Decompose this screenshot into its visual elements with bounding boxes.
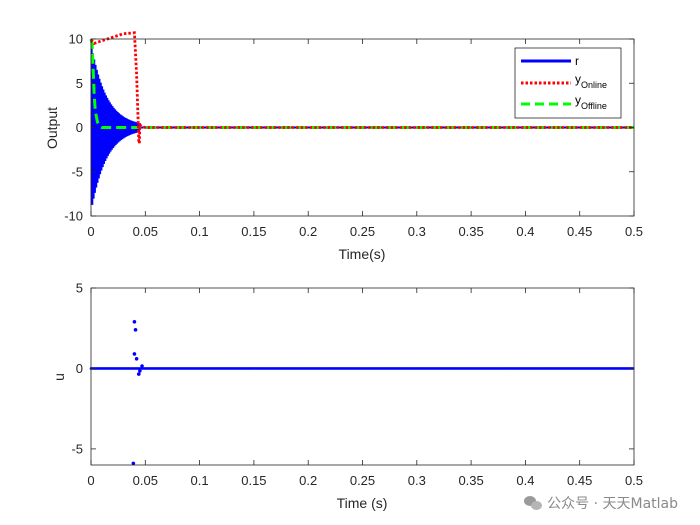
x-tick-label: 0.5: [625, 473, 643, 488]
legend-label-y-online: yOnline: [575, 72, 607, 90]
watermark-text: 公众号 · 天天Matlab: [547, 496, 678, 512]
x-tick-label: 0.3: [408, 224, 426, 239]
x-tick-label: 0.5: [625, 224, 643, 239]
x-tick-label: 0.1: [191, 473, 209, 488]
y-tick-label: 10: [69, 32, 83, 47]
u-ylabel: u: [51, 373, 67, 381]
y-tick-label: -10: [64, 209, 83, 224]
x-tick-label: 0.3: [408, 473, 426, 488]
legend-label-r: r: [575, 54, 579, 68]
legend-label-y-offline: yOffline: [575, 93, 607, 111]
y-tick-label: 0: [76, 120, 83, 135]
y-tick-label: 5: [76, 281, 83, 296]
x-tick-label: 0.05: [133, 224, 158, 239]
output-xlabel: Time(s): [339, 246, 386, 262]
x-tick-label: 0.45: [567, 473, 592, 488]
u-spike-point: [131, 461, 136, 466]
x-tick-label: 0.15: [241, 473, 266, 488]
u-axes: 0 0.05 0.1 0.15 0.2 0.25 0.3 0.35 0.4 0.45 0.5 5 0 -5…: [51, 281, 643, 512]
u-spike-point: [136, 372, 141, 376]
y-tick-label: -5: [71, 441, 83, 456]
u-spike-point: [133, 328, 138, 332]
u-spike-point: [140, 364, 144, 368]
series-line-r: [90, 46, 634, 205]
y-tick-label: 0: [76, 361, 83, 376]
x-tick-label: 0: [87, 224, 94, 239]
u-xlabel: Time (s): [337, 495, 388, 511]
x-tick-label: 0.05: [133, 473, 158, 488]
output-ylabel: Output: [44, 107, 60, 149]
x-tick-label: 0.35: [458, 224, 483, 239]
x-tick-label: 0.25: [350, 224, 375, 239]
legend: r yOnline yOffline: [514, 47, 622, 119]
u-spike-point: [132, 319, 137, 324]
output-plot-area: [89, 31, 634, 205]
x-tick-label: 0.4: [516, 473, 534, 488]
x-tick-label: 0.15: [241, 224, 266, 239]
u-spike-point: [138, 369, 142, 373]
output-ticks: 0 0.05 0.1 0.15 0.2 0.25 0.3 0.35 0.4 0.45 0.5 10 5 0…: [64, 32, 643, 240]
x-tick-label: 0.35: [458, 473, 483, 488]
u-plot-area: [89, 319, 635, 466]
output-axes: 0 0.05 0.1 0.15 0.2 0.25 0.3 0.35 0.4 0.45 0.5 10 5 0…: [44, 31, 643, 262]
watermark: 公众号 · 天天Matlab: [524, 493, 678, 513]
u-ticks: 0 0.05 0.1 0.15 0.2 0.25 0.3 0.35 0.4 0.45 0.5 5 0 -5: [71, 281, 643, 489]
y-tick-label: 5: [76, 76, 83, 91]
x-tick-label: 0.25: [350, 473, 375, 488]
wechat-icon: [524, 495, 543, 511]
x-tick-label: 0.4: [516, 224, 534, 239]
x-tick-label: 0.1: [191, 224, 209, 239]
x-tick-label: 0: [87, 473, 94, 488]
u-spike-point: [134, 357, 139, 361]
x-tick-label: 0.2: [299, 224, 317, 239]
x-tick-label: 0.2: [299, 473, 317, 488]
u-spike-point: [132, 352, 137, 356]
y-tick-label: -5: [71, 164, 83, 179]
x-tick-label: 0.45: [567, 224, 592, 239]
